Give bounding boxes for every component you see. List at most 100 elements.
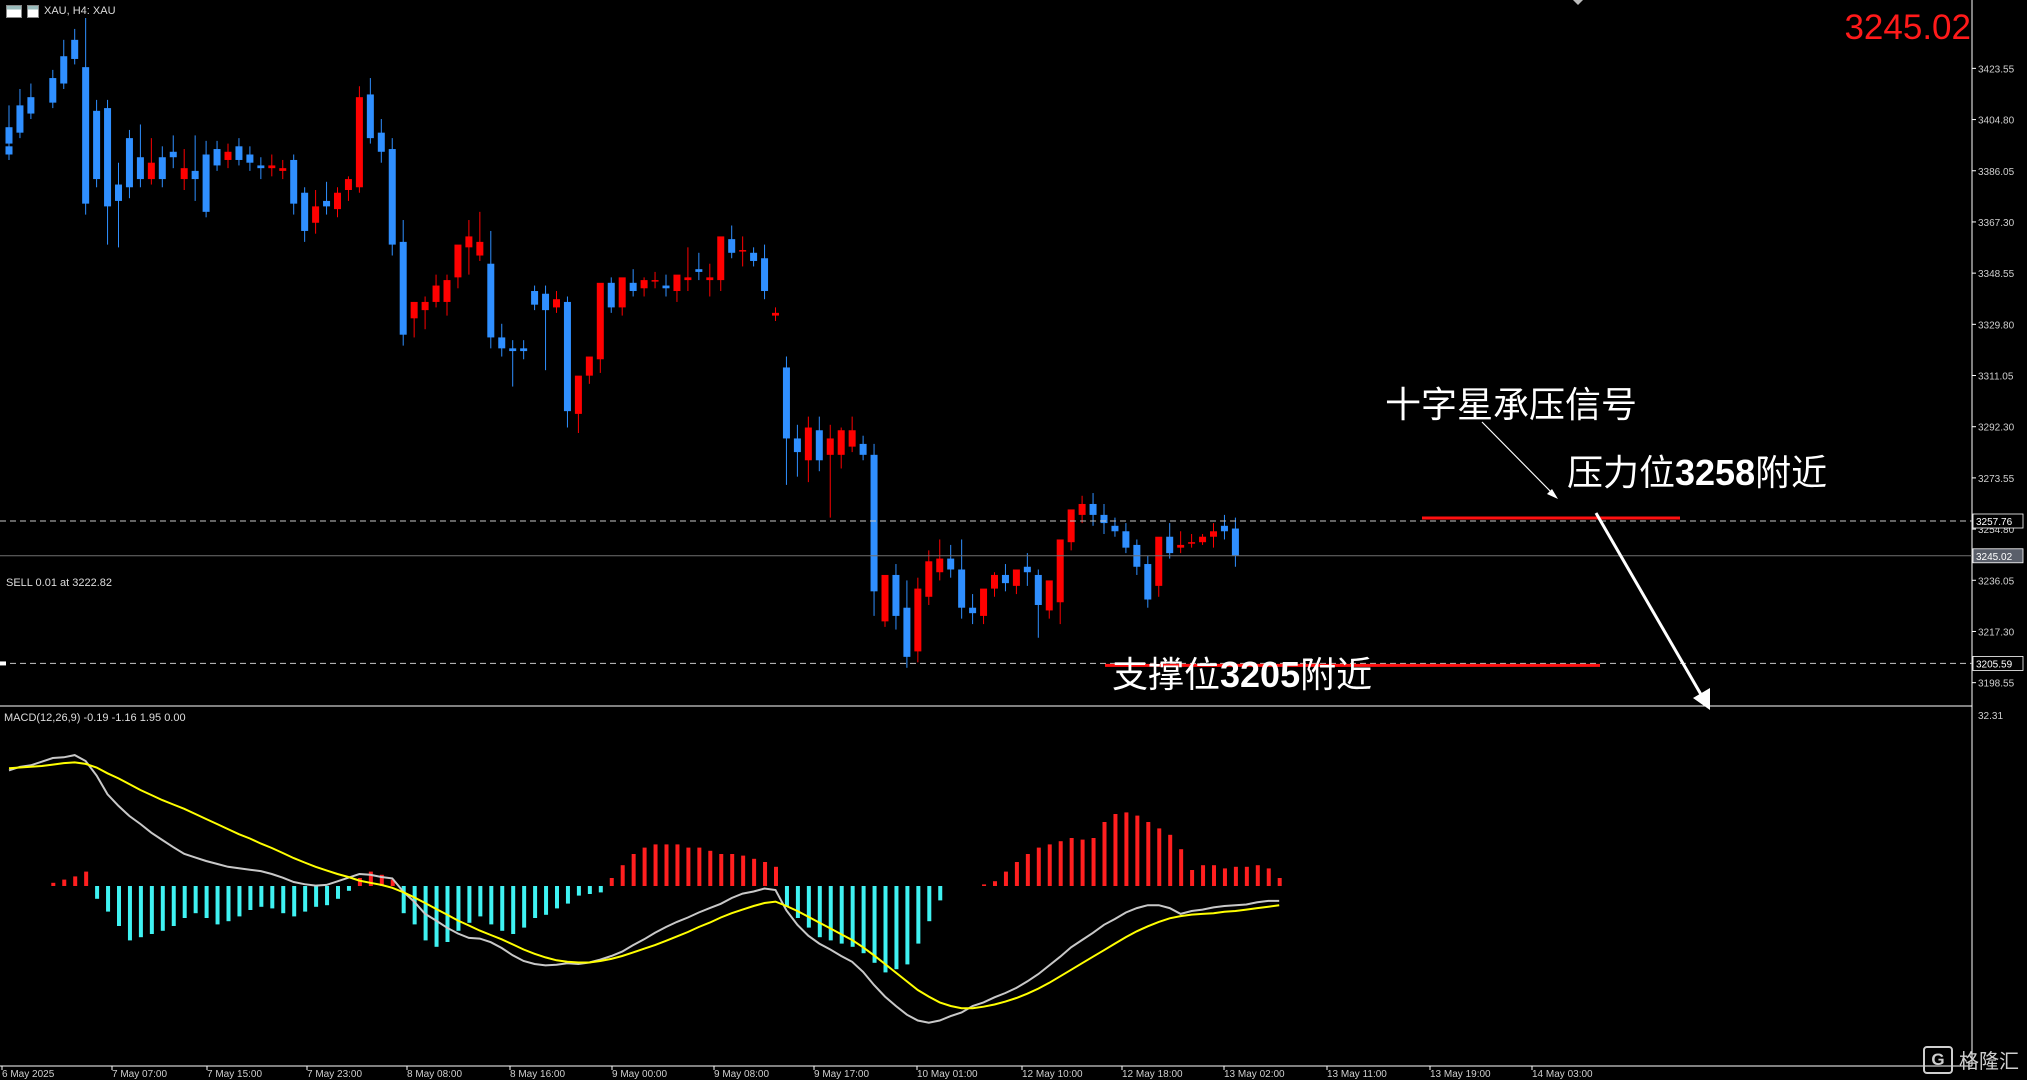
time-tick-label: 7 May 07:00 <box>112 1069 167 1080</box>
current-price: 3245.02 <box>1844 8 1971 47</box>
macd-histogram-bar <box>1047 844 1052 886</box>
candle-body <box>1199 536 1207 543</box>
macd-histogram-bar <box>1146 822 1151 886</box>
candle-body <box>1067 509 1075 543</box>
macd-histogram-bar <box>259 886 264 907</box>
macd-histogram-bar <box>1277 878 1282 886</box>
macd-histogram-bar <box>1036 847 1041 886</box>
time-tick-label: 6 May 2025 <box>2 1069 55 1080</box>
candle-body <box>323 200 331 207</box>
price-tick-label: 3423.55 <box>1978 64 2015 75</box>
candle-body <box>125 138 133 188</box>
candle-body <box>1045 580 1053 611</box>
candle-body <box>563 301 571 412</box>
macd-histogram-bar <box>675 844 680 886</box>
candle-body <box>377 132 385 152</box>
doji-pointer-arrowhead <box>1547 489 1558 499</box>
candle-body <box>366 94 374 139</box>
candle-body <box>268 165 276 169</box>
candle-body <box>432 285 440 302</box>
candle-body <box>761 258 769 292</box>
macd-histogram-bar <box>533 886 538 918</box>
macd-histogram-bar <box>434 886 439 947</box>
macd-histogram-bar <box>719 854 724 886</box>
macd-histogram-bar <box>226 886 231 922</box>
time-tick-label: 13 May 11:00 <box>1327 1069 1387 1080</box>
candle-body <box>1056 539 1064 603</box>
price-tag-box <box>1972 548 2024 564</box>
candle-body <box>235 146 243 160</box>
support-resistance-lines <box>0 516 1972 667</box>
time-axis: 6 May 2025 7 May 07:00 7 May 15:00 7 May 23… <box>1 1066 1593 1080</box>
candle-body <box>27 97 35 114</box>
macd-histogram-bar <box>1102 822 1107 886</box>
macd-histogram-bar <box>1135 815 1140 886</box>
candle-body <box>180 168 188 180</box>
candle-body <box>334 192 341 210</box>
macd-histogram-bar <box>839 886 844 944</box>
price-tag-label: 3245.02 <box>1976 552 2013 563</box>
macd-histogram-bar <box>905 886 910 965</box>
macd-histogram-bar <box>1058 841 1063 886</box>
candle-body <box>147 162 155 180</box>
macd-histogram-bar <box>1190 870 1195 886</box>
macd-histogram-bar <box>303 886 308 912</box>
macd-histogram-bar <box>1003 871 1008 886</box>
candle-body <box>49 78 57 103</box>
macd-histogram-bar <box>1113 814 1118 886</box>
candle-body <box>706 277 714 281</box>
price-axis: 3423.55 3404.80 3386.05 3367.30 3348.55 3329.… <box>1972 64 2024 690</box>
order-label: SELL 0.01 at 3222.82 <box>6 577 113 589</box>
macd-line <box>8 754 1280 1024</box>
price-tick-label: 3198.55 <box>1978 679 2015 690</box>
support-annotation: 支撑位3205附近 <box>1112 646 1372 698</box>
candle-body <box>421 301 429 311</box>
candle-body <box>1012 569 1020 586</box>
candle-body <box>914 588 922 652</box>
macd-histogram-bar <box>664 844 669 886</box>
candle-body <box>71 39 79 59</box>
candle-body <box>1210 531 1217 537</box>
doji-annotation: 十字星承压信号 <box>1385 385 1638 426</box>
macd-histogram-bar <box>237 886 242 917</box>
candle-body <box>1100 514 1108 524</box>
macd-histogram-bar <box>763 862 768 886</box>
watermark: G 格隆汇 <box>1923 1045 2019 1074</box>
macd-label: MACD(12,26,9) -0.19 -1.16 1.95 0.00 <box>4 712 186 724</box>
time-tick-label: 12 May 18:00 <box>1122 1069 1183 1080</box>
macd-histogram-bar <box>478 886 483 917</box>
macd-histogram-bar <box>544 886 549 915</box>
candle-body <box>1155 536 1163 586</box>
macd-histogram-bar <box>412 886 417 925</box>
macd-histogram-bar <box>1069 838 1074 886</box>
macd-histogram-bar <box>927 886 932 922</box>
macd-histogram-bar <box>73 876 78 886</box>
macd-histogram-bar <box>1168 834 1173 886</box>
macd-histogram-bar <box>620 865 625 886</box>
macd-histogram-bar <box>1266 868 1271 886</box>
candle-body <box>925 561 933 597</box>
candle-body <box>859 443 867 455</box>
candle-body <box>793 438 801 453</box>
macd-histogram-bar <box>817 886 822 938</box>
macd-histogram-bar <box>609 878 614 886</box>
macd-histogram-bar <box>138 886 143 938</box>
candle-body <box>1001 574 1009 584</box>
candle-body <box>1231 528 1239 556</box>
macd-histogram-bar <box>894 886 899 970</box>
time-tick-label: 7 May 15:00 <box>207 1069 262 1080</box>
price-tick-label: 3254.80 <box>1978 525 2015 536</box>
candle-body <box>224 151 232 160</box>
price-tick-label: 3311.05 <box>1978 372 2014 383</box>
time-tick-label: 8 May 16:00 <box>510 1069 565 1080</box>
macd-histogram-bar <box>1179 849 1184 886</box>
macd-histogram-bar <box>401 886 406 914</box>
candle-body <box>399 241 407 335</box>
macd-histogram-bar <box>872 886 877 963</box>
candle-body <box>1166 536 1174 554</box>
candle-body <box>728 239 736 253</box>
candle-body <box>5 146 13 155</box>
support-cn-prefix: 支撑位 <box>1112 655 1221 696</box>
candle-body <box>640 280 648 289</box>
